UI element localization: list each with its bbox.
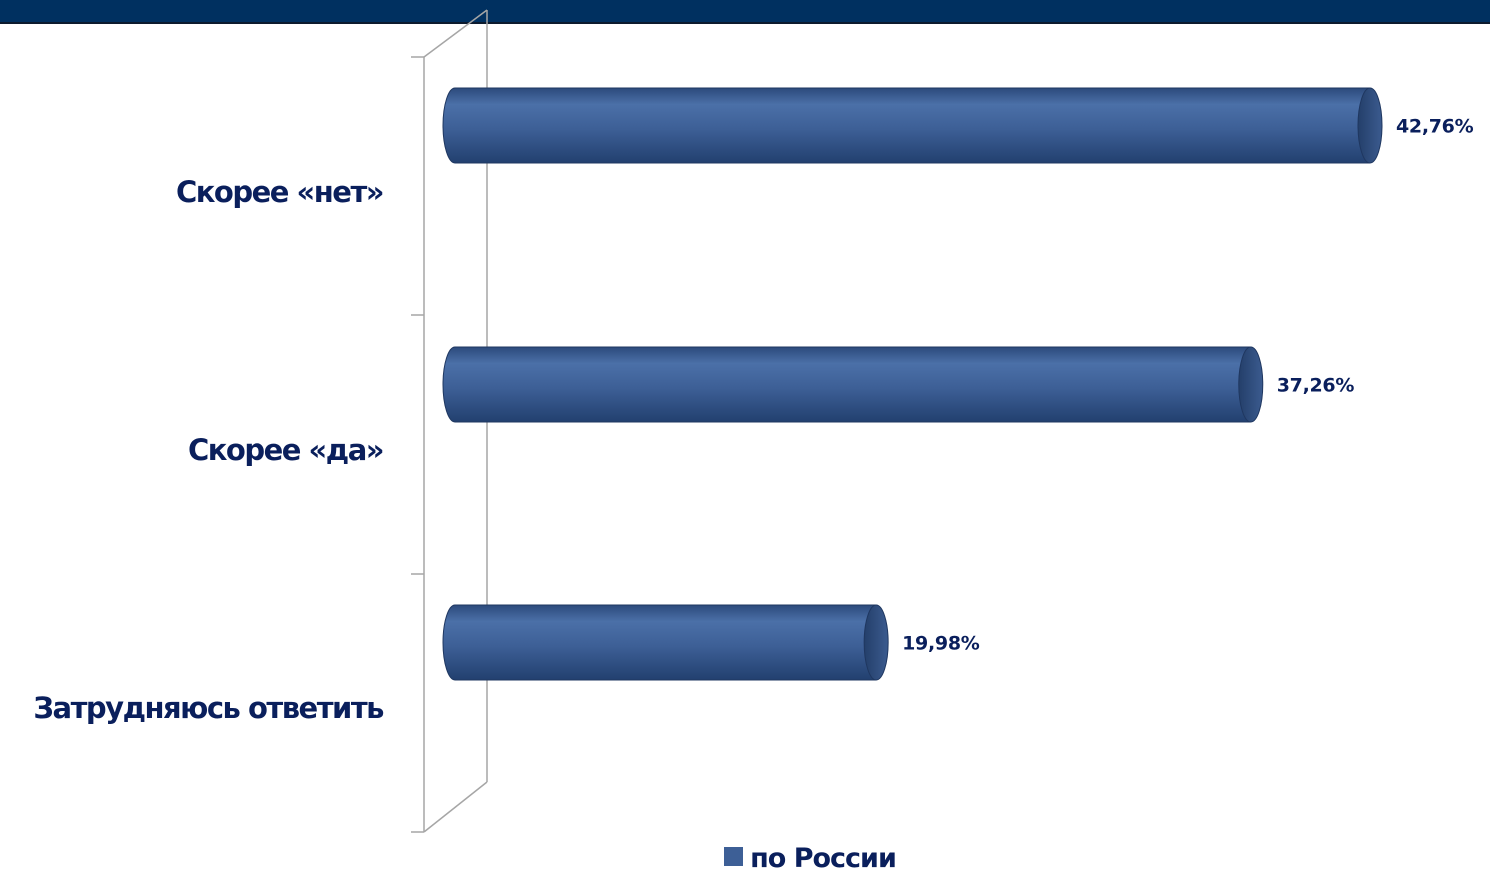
data-label: 19,98% (902, 633, 980, 655)
bar (443, 605, 877, 680)
bar-end-cap (1357, 87, 1383, 164)
axis-bottom-connector (423, 781, 488, 833)
data-label: 37,26% (1277, 375, 1355, 397)
axis-top-connector (423, 9, 488, 58)
header-divider (0, 22, 1490, 24)
bar-chart: 42,76% Скорее «нет» 37,26% Скорее «да» 19,98… (33, 9, 1474, 833)
bar-end-cap (863, 604, 889, 681)
bar-outline (442, 604, 877, 681)
category-label: Затрудняюсь ответить (33, 691, 384, 725)
data-label: 42,76% (1396, 116, 1474, 138)
bar-group: 19,98% Затрудняюсь ответить (33, 604, 980, 725)
category-label: Скорее «да» (188, 433, 383, 467)
category-label: Скорее «нет» (176, 175, 383, 209)
bar-end-cap (1238, 346, 1264, 423)
bar-outline (442, 87, 1370, 164)
legend-swatch (724, 847, 744, 866)
chart-legend: по России (0, 843, 1490, 874)
legend-label: по России (750, 843, 897, 874)
bar (443, 347, 1251, 422)
bar-group: 42,76% Скорее «нет» (176, 87, 1474, 209)
header-bar (0, 0, 1490, 22)
bar (443, 88, 1370, 163)
bar-outline (442, 346, 1251, 423)
bar-group: 37,26% Скорее «да» (188, 346, 1355, 467)
